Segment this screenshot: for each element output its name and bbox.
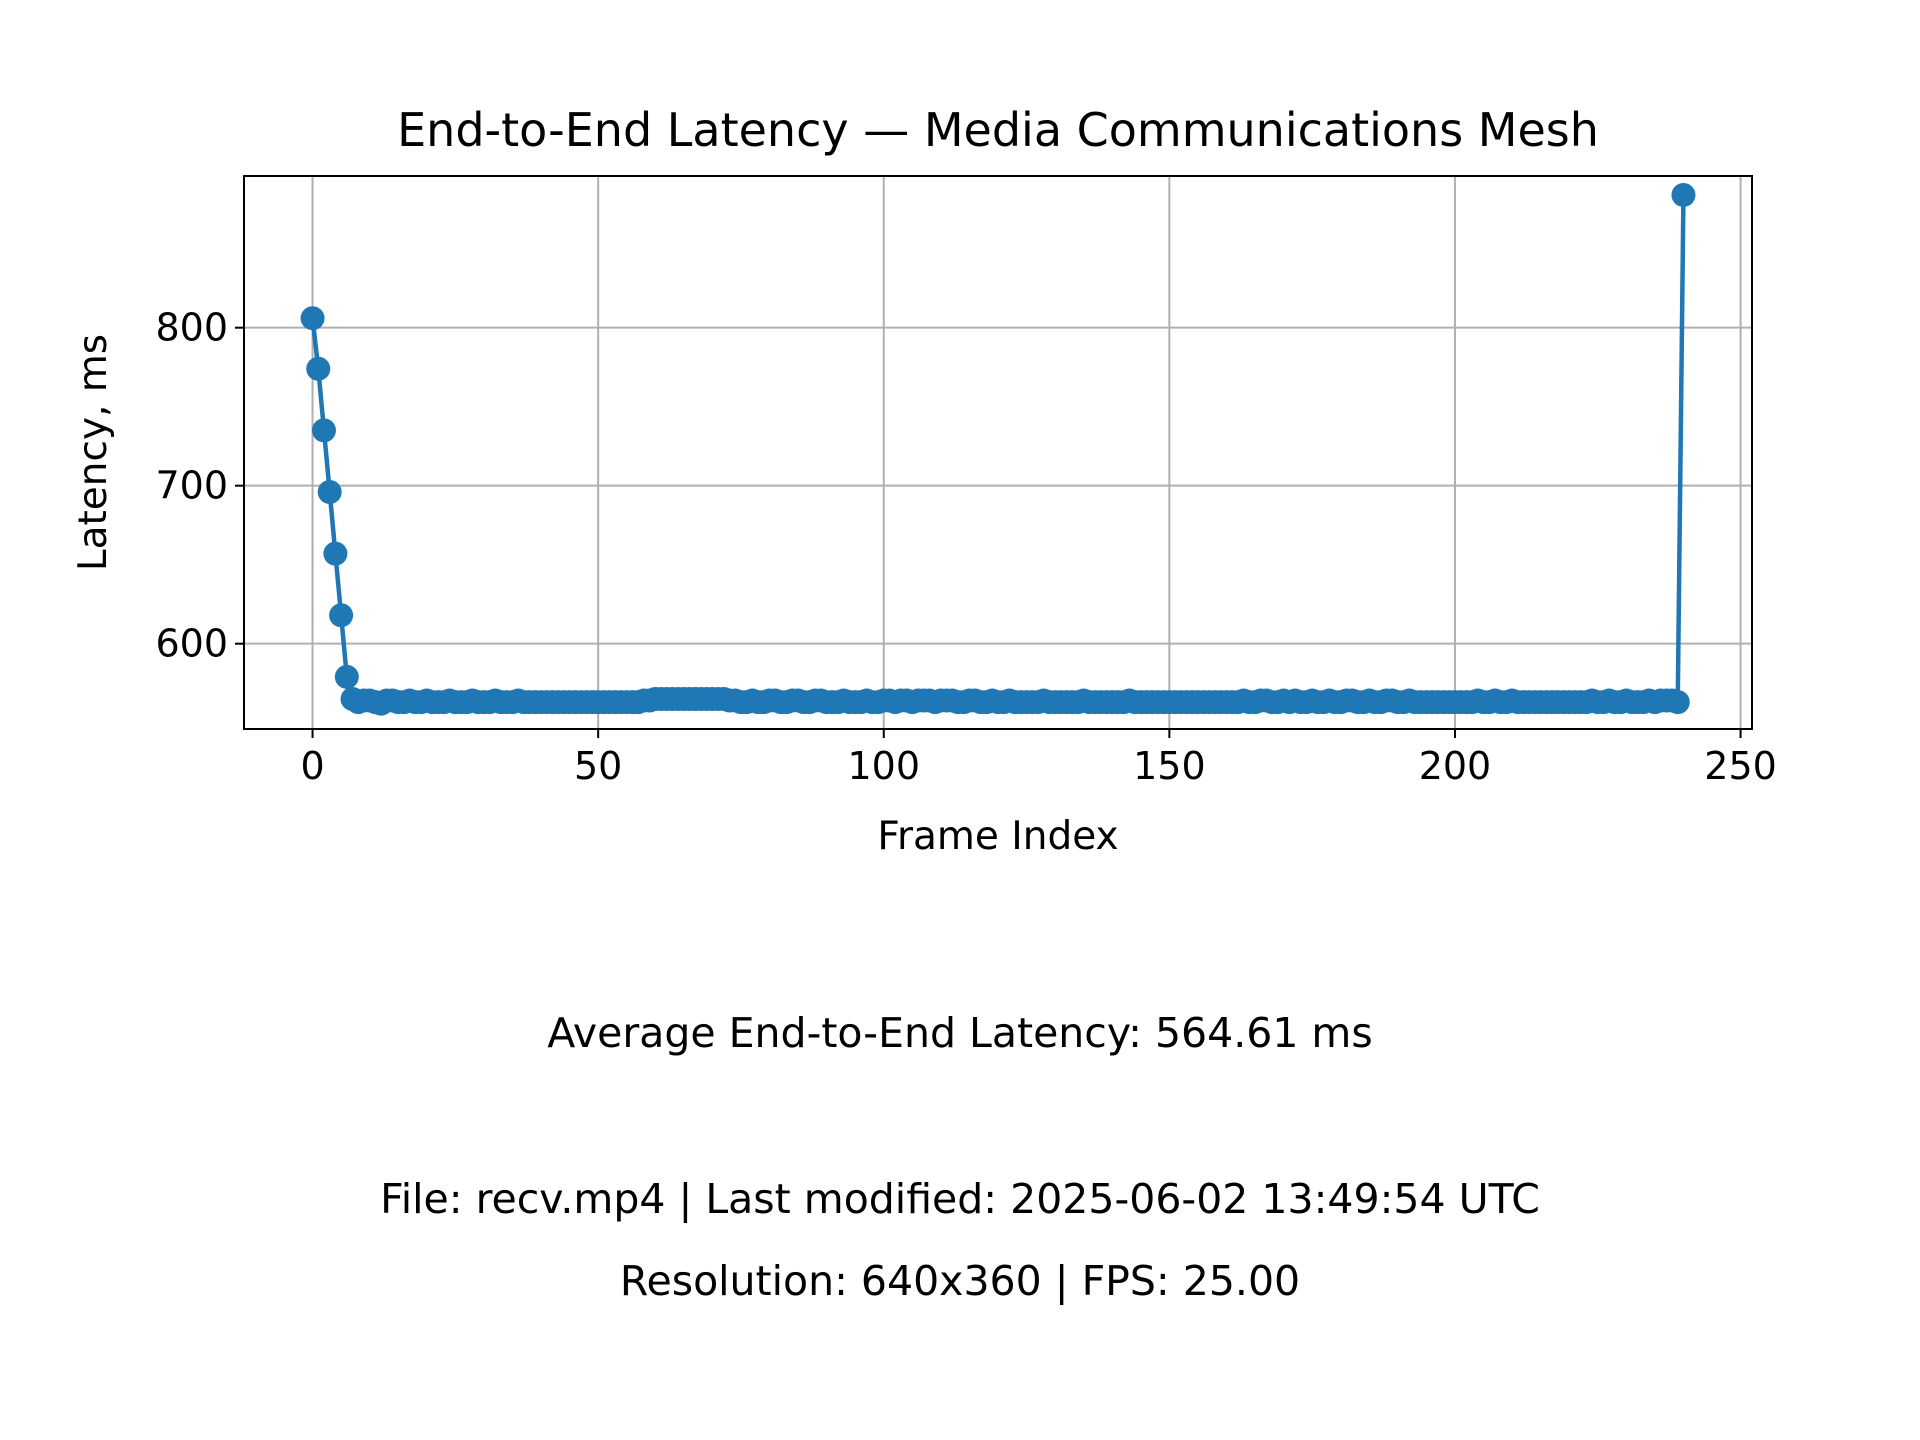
- x-tick-label: 150: [1133, 744, 1206, 788]
- file-info-text: File: recv.mp4 | Last modified: 2025-06-…: [380, 1175, 1540, 1223]
- average-latency-text: Average End-to-End Latency: 564.61 ms: [547, 1009, 1373, 1057]
- data-point: [317, 480, 342, 504]
- data-point: [300, 306, 325, 331]
- x-tick-label: 250: [1704, 744, 1777, 788]
- data-point: [323, 541, 348, 566]
- x-axis-label: Frame Index: [877, 814, 1118, 859]
- data-point: [311, 418, 336, 443]
- grid-lines: [244, 176, 1752, 729]
- y-axis-label: Latency, ms: [71, 334, 116, 571]
- y-tick-label: 700: [155, 464, 228, 508]
- data-point: [329, 603, 354, 628]
- x-tick-label: 200: [1419, 744, 1492, 788]
- resolution-info-text: Resolution: 640x360 | FPS: 25.00: [619, 1257, 1301, 1305]
- data-point: [1665, 690, 1690, 715]
- series-line: [310, 194, 1686, 706]
- x-tick-label: 100: [847, 744, 920, 788]
- data-point: [334, 664, 359, 689]
- y-tick-label: 800: [155, 306, 228, 350]
- x-tick-label: 0: [300, 744, 324, 788]
- series-layer: [300, 182, 1696, 716]
- data-point: [1671, 182, 1696, 207]
- chart-title: End-to-End Latency — Media Communication…: [397, 103, 1599, 157]
- tick-layer: 0 50 100 150 200 250 600 700 800: [155, 306, 1776, 788]
- x-tick-label: 50: [574, 744, 622, 788]
- plot-frame: [243, 175, 1753, 730]
- y-tick-label: 600: [155, 622, 228, 666]
- data-point: [306, 356, 331, 381]
